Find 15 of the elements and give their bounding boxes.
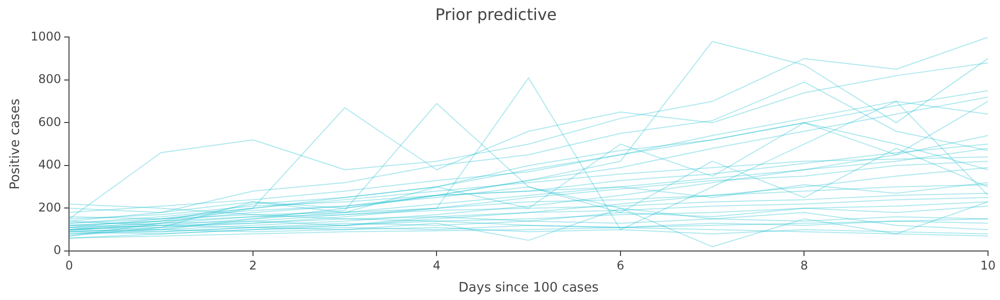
y-tick-label: 800 [38,72,62,86]
chart-title: Prior predictive [435,4,557,24]
x-tick-label: 10 [980,258,996,272]
x-tick-label: 2 [249,258,257,272]
y-tick-label: 600 [38,114,62,129]
x-tick-label: 0 [65,258,73,272]
x-tick-label: 4 [432,258,441,272]
y-tick-label: 200 [38,200,62,214]
x-tick-label: 8 [800,258,808,272]
y-tick-label: 0 [54,243,62,258]
x-tick-label: 6 [616,258,624,272]
y-tick-label: 400 [38,158,62,172]
y-tick-label: 1000 [30,29,62,44]
x-axis-title: Days since 100 cases [458,280,599,296]
y-axis-title: Positive cases [8,98,24,190]
